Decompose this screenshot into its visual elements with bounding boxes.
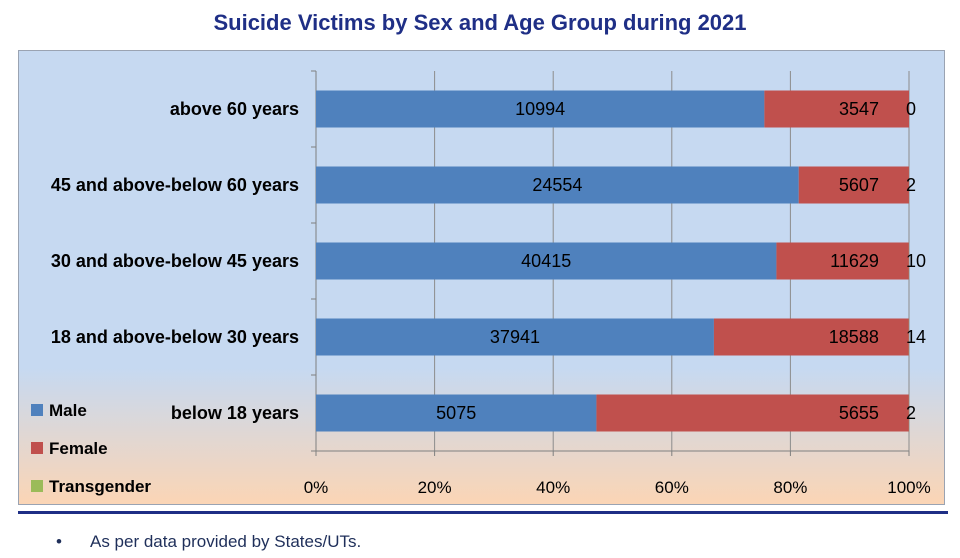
x-tick-label: 20% bbox=[418, 478, 452, 497]
bar-female bbox=[713, 318, 909, 356]
bar-male bbox=[316, 242, 777, 280]
data-label: 2 bbox=[906, 403, 916, 423]
category-label: 45 and above-below 60 years bbox=[51, 175, 299, 195]
bar-female bbox=[798, 166, 909, 204]
bar-female bbox=[596, 394, 909, 432]
category-label: 30 and above-below 45 years bbox=[51, 251, 299, 271]
legend-label: Female bbox=[49, 439, 108, 458]
category-label: below 18 years bbox=[171, 403, 299, 423]
footnote: • As per data provided by States/UTs. bbox=[56, 532, 361, 552]
data-label: 10994 bbox=[515, 99, 565, 119]
category-label: 18 and above-below 30 years bbox=[51, 327, 299, 347]
bar-female bbox=[776, 242, 909, 280]
data-label: 11629 bbox=[830, 251, 879, 271]
footnote-text: As per data provided by States/UTs. bbox=[90, 532, 362, 551]
bar-male bbox=[316, 318, 714, 356]
data-label: 2 bbox=[906, 175, 916, 195]
x-tick-label: 80% bbox=[773, 478, 807, 497]
legend-label: Male bbox=[49, 401, 87, 420]
bar-male bbox=[316, 166, 799, 204]
x-tick-label: 40% bbox=[536, 478, 570, 497]
data-label: 3547 bbox=[839, 99, 879, 119]
stacked-bar-chart: 0% 20% 40% 60% 80% 100% 10994 3547 0 above 60 yea… bbox=[31, 70, 931, 497]
bar-female bbox=[764, 90, 909, 128]
legend-swatch-transgender bbox=[31, 480, 43, 492]
data-label: 37941 bbox=[490, 327, 540, 347]
data-label: 5075 bbox=[436, 403, 476, 423]
data-label: 5607 bbox=[839, 175, 879, 195]
legend-label: Transgender bbox=[49, 477, 151, 496]
bar-male bbox=[316, 90, 765, 128]
data-label: 14 bbox=[906, 327, 926, 347]
bar-male bbox=[316, 394, 597, 432]
data-label: 5655 bbox=[839, 403, 879, 423]
x-tick-label: 0% bbox=[304, 478, 329, 497]
data-label: 10 bbox=[906, 251, 926, 271]
data-label: 24554 bbox=[532, 175, 582, 195]
data-label: 40415 bbox=[521, 251, 571, 271]
chart-title: Suicide Victims by Sex and Age Group dur… bbox=[213, 10, 747, 35]
x-tick-label: 60% bbox=[655, 478, 689, 497]
bullet-icon: • bbox=[56, 532, 62, 551]
chart-plot-area: 0% 20% 40% 60% 80% 100% 10994 3547 0 above 60 yea… bbox=[18, 50, 945, 505]
bottom-divider bbox=[18, 511, 948, 514]
category-label: above 60 years bbox=[170, 99, 299, 119]
legend-swatch-male bbox=[31, 404, 43, 416]
data-label: 0 bbox=[906, 99, 916, 119]
data-label: 18588 bbox=[829, 327, 879, 347]
x-tick-label: 100% bbox=[887, 478, 930, 497]
legend-swatch-female bbox=[31, 442, 43, 454]
